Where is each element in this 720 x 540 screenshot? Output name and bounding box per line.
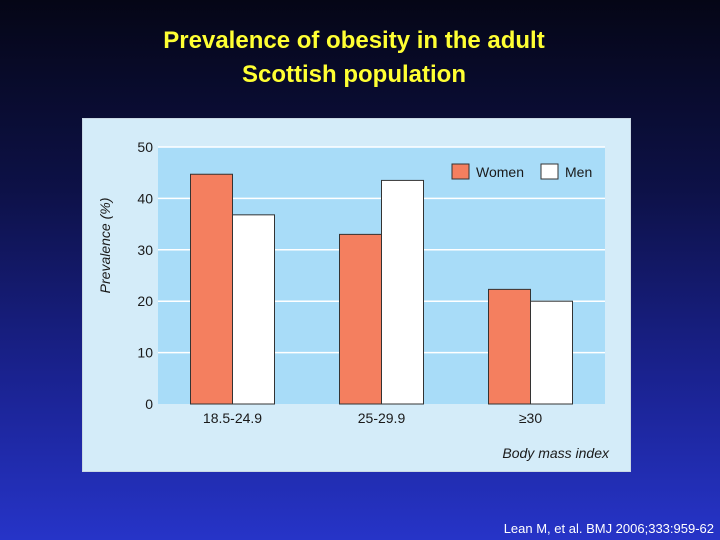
y-tick-label: 40 (137, 190, 153, 206)
y-axis-label: Prevalence (%) (97, 198, 113, 294)
slide-title-line-1: Prevalence of obesity in the adult (163, 27, 545, 54)
bar-chart: 0 10 20 30 40 50 18.5-24.9 25-29.9 ≥30 Prevalence… (97, 139, 610, 461)
legend-swatch-women (451, 163, 470, 180)
citation: Lean M, et al. BMJ 2006;333:959-62 (503, 521, 714, 536)
x-tick-label: ≥30 (519, 410, 542, 426)
y-tick-label: 0 (145, 396, 153, 412)
bar-men-2 (381, 179, 424, 405)
slide-title-line-2: Scottish population (242, 61, 466, 88)
x-axis-label: Body mass index (502, 445, 610, 461)
bar-men-1 (232, 214, 275, 405)
y-tick-label: 50 (137, 139, 153, 155)
y-tick-label: 20 (137, 293, 153, 309)
y-tick-label: 30 (137, 242, 153, 258)
slide-title: Prevalence of obesity in the adult Scott… (0, 24, 708, 92)
x-tick-label: 25-29.9 (358, 410, 406, 426)
x-tick-label: 18.5-24.9 (203, 410, 262, 426)
y-tick-label: 10 (137, 345, 153, 361)
bar-men-3 (530, 300, 573, 405)
bar-women-2 (339, 233, 382, 405)
bar-women-3 (488, 288, 531, 405)
chart-panel: 0 10 20 30 40 50 18.5-24.9 25-29.9 ≥30 Prevalence… (82, 118, 631, 472)
legend-label-men: Men (565, 164, 592, 180)
legend-swatch-men (540, 163, 559, 180)
legend-label-women: Women (476, 164, 524, 180)
bar-women-1 (190, 173, 233, 405)
